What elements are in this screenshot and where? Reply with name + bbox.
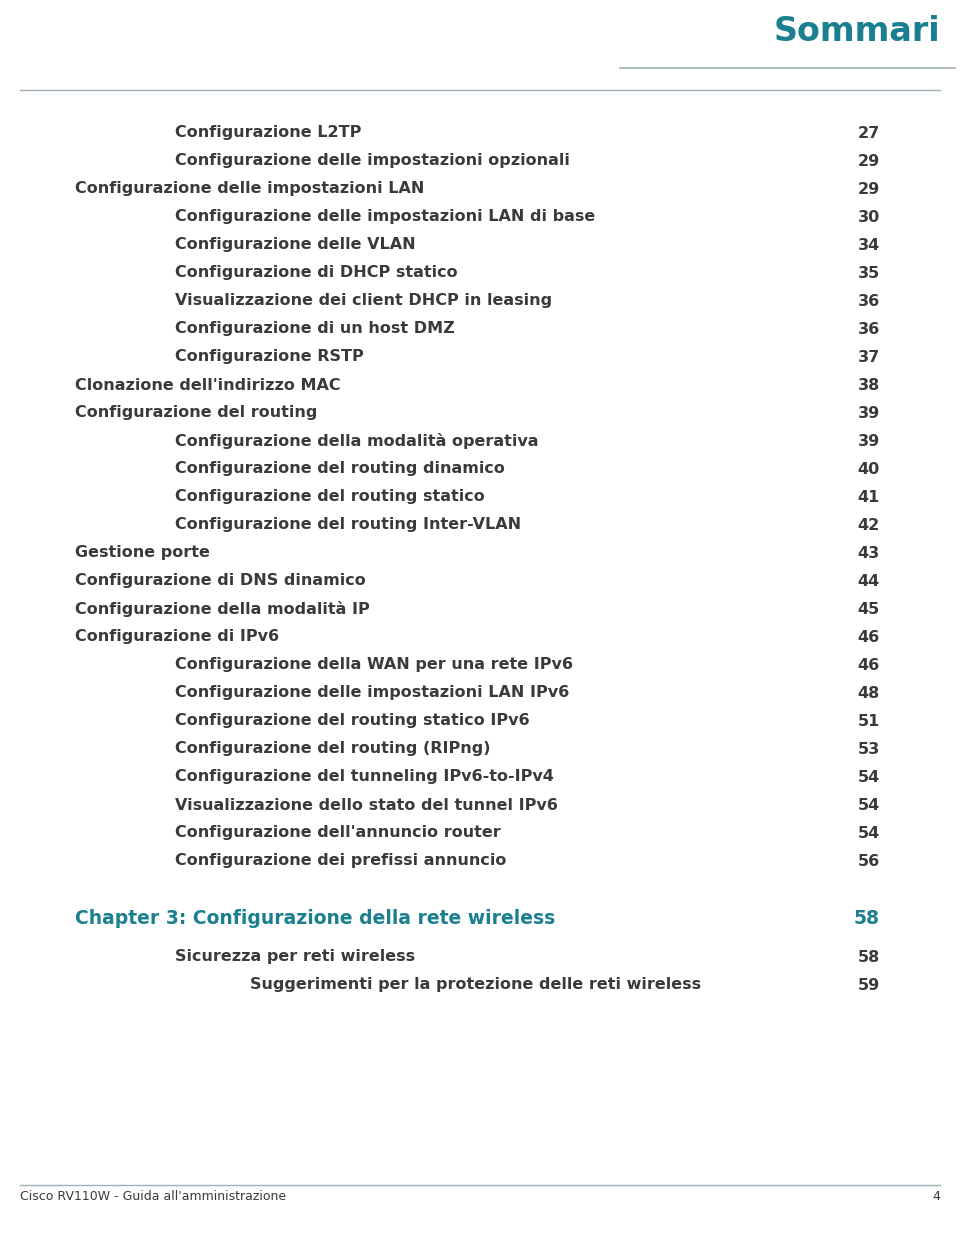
Text: 35: 35 xyxy=(857,265,880,280)
Text: Configurazione del routing (RIPng): Configurazione del routing (RIPng) xyxy=(175,741,491,757)
Text: Sicurezza per reti wireless: Sicurezza per reti wireless xyxy=(175,949,415,964)
Text: Configurazione di DHCP statico: Configurazione di DHCP statico xyxy=(175,265,458,280)
Text: Visualizzazione dello stato del tunnel IPv6: Visualizzazione dello stato del tunnel I… xyxy=(175,798,558,813)
Text: 53: 53 xyxy=(857,741,880,757)
Text: 44: 44 xyxy=(857,573,880,588)
Text: 58: 58 xyxy=(854,910,880,928)
Text: 43: 43 xyxy=(857,545,880,561)
Text: 40: 40 xyxy=(857,461,880,476)
Text: 27: 27 xyxy=(857,126,880,141)
Text: Visualizzazione dei client DHCP in leasing: Visualizzazione dei client DHCP in leasi… xyxy=(175,293,552,308)
Text: 54: 54 xyxy=(857,826,880,841)
Text: Configurazione delle impostazioni LAN: Configurazione delle impostazioni LAN xyxy=(75,181,424,196)
Text: Configurazione del routing statico: Configurazione del routing statico xyxy=(175,490,485,504)
Text: Configurazione di IPv6: Configurazione di IPv6 xyxy=(75,630,279,645)
Text: Configurazione dell'annuncio router: Configurazione dell'annuncio router xyxy=(175,826,501,841)
Text: 54: 54 xyxy=(857,798,880,813)
Text: 36: 36 xyxy=(857,293,880,308)
Text: 54: 54 xyxy=(857,769,880,784)
Text: 30: 30 xyxy=(857,210,880,224)
Text: 39: 39 xyxy=(857,406,880,420)
Text: 41: 41 xyxy=(857,490,880,504)
Text: Configurazione L2TP: Configurazione L2TP xyxy=(175,126,361,141)
Text: Clonazione dell'indirizzo MAC: Clonazione dell'indirizzo MAC xyxy=(75,377,341,392)
Text: 48: 48 xyxy=(857,686,880,700)
Text: 46: 46 xyxy=(857,630,880,645)
Text: Configurazione del routing dinamico: Configurazione del routing dinamico xyxy=(175,461,505,476)
Text: 56: 56 xyxy=(857,853,880,868)
Text: 38: 38 xyxy=(857,377,880,392)
Text: Configurazione del routing Inter-VLAN: Configurazione del routing Inter-VLAN xyxy=(175,518,521,533)
Text: Configurazione delle impostazioni LAN di base: Configurazione delle impostazioni LAN di… xyxy=(175,210,595,224)
Text: 59: 59 xyxy=(857,978,880,993)
Text: 37: 37 xyxy=(857,349,880,365)
Text: Configurazione RSTP: Configurazione RSTP xyxy=(175,349,364,365)
Text: 4: 4 xyxy=(932,1190,940,1203)
Text: Gestione porte: Gestione porte xyxy=(75,545,210,561)
Text: 36: 36 xyxy=(857,322,880,337)
Text: Configurazione del routing statico IPv6: Configurazione del routing statico IPv6 xyxy=(175,714,530,729)
Text: Configurazione delle impostazioni opzionali: Configurazione delle impostazioni opzion… xyxy=(175,153,570,169)
Text: Chapter 3: Configurazione della rete wireless: Chapter 3: Configurazione della rete wir… xyxy=(75,910,555,928)
Text: 34: 34 xyxy=(857,238,880,253)
Text: 29: 29 xyxy=(857,153,880,169)
Text: 45: 45 xyxy=(857,602,880,616)
Text: 58: 58 xyxy=(857,949,880,964)
Text: Cisco RV110W - Guida all'amministrazione: Cisco RV110W - Guida all'amministrazione xyxy=(20,1190,286,1203)
Text: Configurazione della WAN per una rete IPv6: Configurazione della WAN per una rete IP… xyxy=(175,657,573,672)
Text: Configurazione dei prefissi annuncio: Configurazione dei prefissi annuncio xyxy=(175,853,506,868)
Text: Suggerimenti per la protezione delle reti wireless: Suggerimenti per la protezione delle ret… xyxy=(250,978,701,993)
Text: Sommari: Sommari xyxy=(774,15,940,48)
Text: 39: 39 xyxy=(857,434,880,449)
Text: Configurazione delle impostazioni LAN IPv6: Configurazione delle impostazioni LAN IP… xyxy=(175,686,569,700)
Text: Configurazione del routing: Configurazione del routing xyxy=(75,406,318,420)
Text: 42: 42 xyxy=(857,518,880,533)
Text: Configurazione del tunneling IPv6-to-IPv4: Configurazione del tunneling IPv6-to-IPv… xyxy=(175,769,554,784)
Text: 29: 29 xyxy=(857,181,880,196)
Text: Configurazione di un host DMZ: Configurazione di un host DMZ xyxy=(175,322,455,337)
Text: Configurazione di DNS dinamico: Configurazione di DNS dinamico xyxy=(75,573,366,588)
Text: 46: 46 xyxy=(857,657,880,672)
Text: 51: 51 xyxy=(857,714,880,729)
Text: Configurazione delle VLAN: Configurazione delle VLAN xyxy=(175,238,416,253)
Text: Configurazione della modalità IP: Configurazione della modalità IP xyxy=(75,600,370,616)
Text: Configurazione della modalità operativa: Configurazione della modalità operativa xyxy=(175,433,539,449)
